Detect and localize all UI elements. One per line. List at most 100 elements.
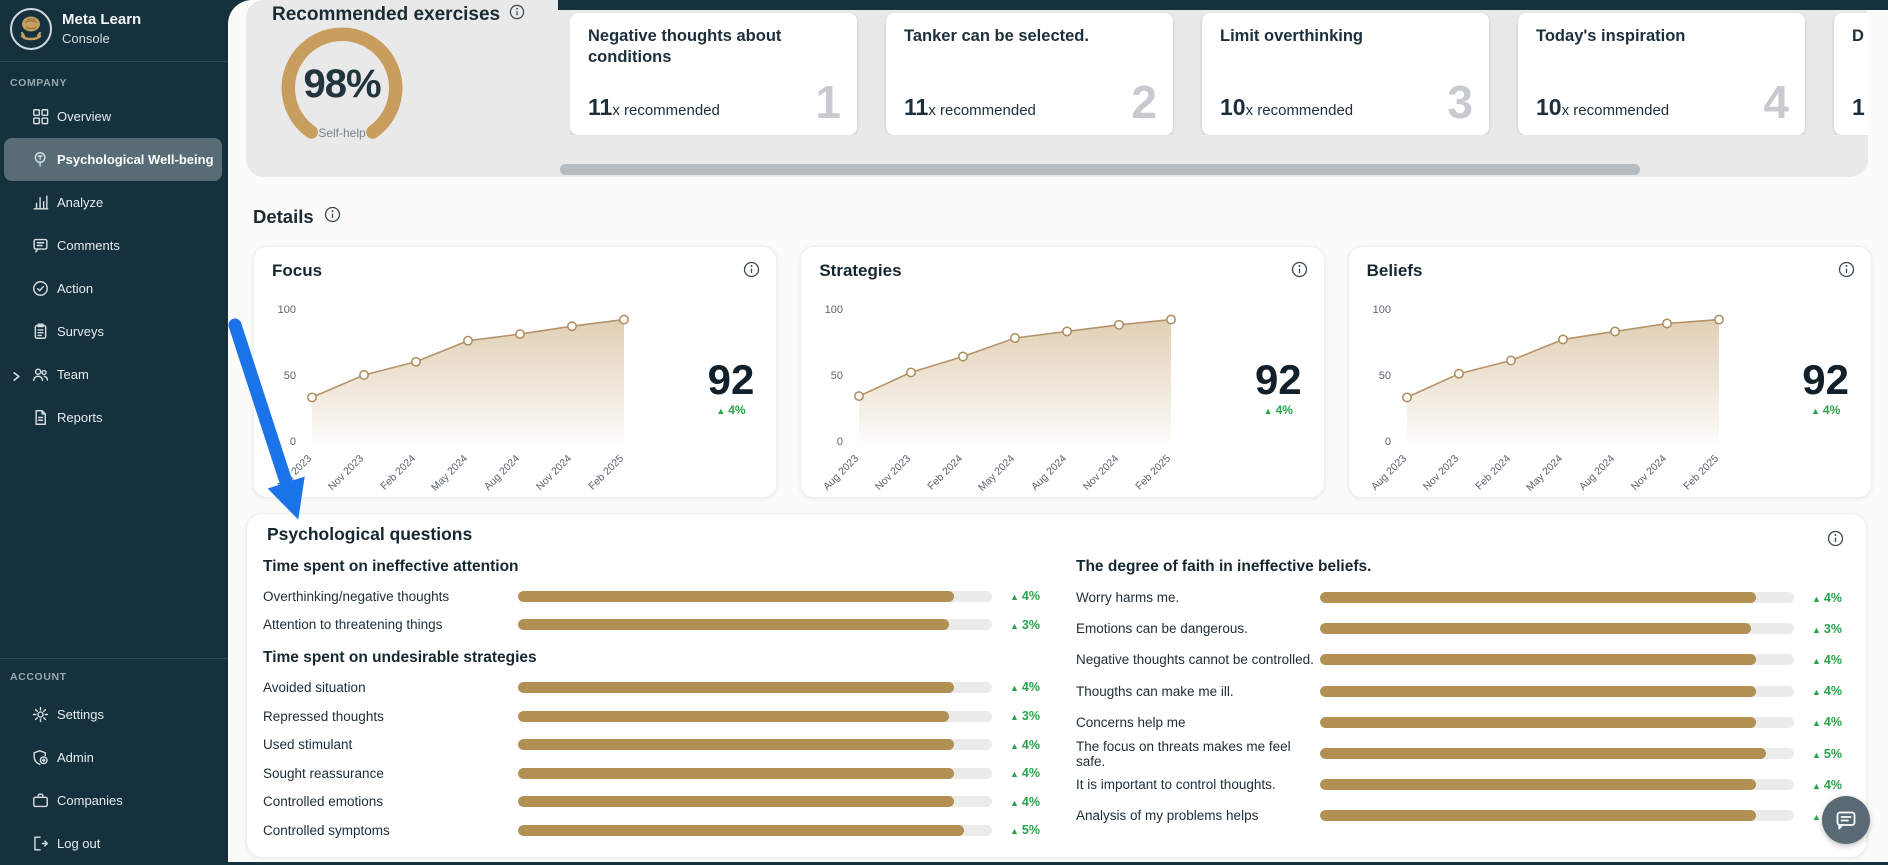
svg-text:0: 0 [290,436,296,448]
sidebar-item-team[interactable]: Team [0,353,228,396]
progress-fill [518,710,950,722]
progress-bar [518,767,992,779]
sidebar-item-label: Team [57,367,89,382]
up-triangle-icon: ▲ [1812,687,1821,698]
chart-title: Strategies [819,261,902,280]
sidebar-item-analyze[interactable]: Analyze [0,181,228,224]
chart-delta: ▲ 4% [708,403,755,417]
info-icon[interactable] [1838,261,1855,283]
chart-delta-value: 4% [728,403,746,418]
sidebar-item-companies[interactable]: Companies [0,779,228,822]
chart-card-strategies: Strategies 100 50 0 Aug 2023 Nov 2023 Feb 202… [800,246,1325,498]
progress-fill [518,767,955,779]
shield-person-icon [30,748,50,768]
recommended-card[interactable]: Negative thoughts about conditions 11x r… [570,13,857,135]
questions-right-column: The degree of faith in ineffective belie… [1076,558,1860,832]
horizontal-scrollbar-thumb[interactable] [560,164,1640,175]
sidebar-item-label: Settings [57,707,104,722]
question-label: Repressed thoughts [263,708,384,724]
question-label: Attention to threatening things [263,617,443,633]
svg-text:50: 50 [1378,370,1390,382]
svg-text:Nov 2024: Nov 2024 [1081,453,1121,493]
progress-fill [1320,654,1757,666]
question-label: Sought reassurance [263,765,384,781]
count-suffix: x recommended [1561,102,1670,119]
question-row: Repressed thoughts ▲ 3% [263,702,1078,731]
recommended-card[interactable]: Tanker can be selected. 11x recommended … [886,13,1173,135]
progress-bar [518,796,992,808]
chart-title: Beliefs [1366,261,1423,280]
sidebar-item-label: Overview [57,109,112,124]
chat-button[interactable] [1822,796,1870,844]
info-icon[interactable] [743,261,760,283]
question-row: Worry harms me. ▲ 4% [1076,582,1860,613]
clipboard-icon [30,322,50,342]
question-label: Thougths can make me ill. [1076,683,1234,699]
delta-badge: ▲4% [992,589,1072,603]
recommended-card[interactable]: Today's inspiration 10x recommended 4 [1518,13,1805,135]
progress-fill [518,619,950,631]
brand-logo-brain-hand-icon [10,8,52,50]
delta-value: 3% [1021,709,1040,724]
count-suffix: x recommended [1245,102,1354,119]
info-icon[interactable] [324,206,341,228]
sidebar-item-comments[interactable]: Comments [0,224,228,267]
sidebar-item-overview[interactable]: Overview [0,95,228,138]
app-subtitle: Console [62,31,110,46]
question-row: Controlled emotions ▲ 4% [263,788,1078,817]
sidebar-item-label: Companies [57,793,123,808]
svg-text:Feb 2025: Feb 2025 [1134,453,1174,493]
detail-charts: Focus 100 50 0 Aug 2023 Nov 2023 Feb 2024 May … [253,246,1872,498]
count-number: 11 [588,94,613,120]
sidebar-item-label: Analyze [57,195,104,210]
up-triangle-icon: ▲ [1010,712,1019,723]
sidebar-item-label: Comments [57,238,120,253]
chart-card-focus: Focus 100 50 0 Aug 2023 Nov 2023 Feb 2024 May … [253,246,778,498]
question-row: Emotions can be dangerous. ▲ 3% [1076,613,1860,644]
recommended-card-partial[interactable]: D 1 [1834,13,1868,135]
top-dark-strip [558,0,1888,10]
question-row: Negative thoughts cannot be controlled. … [1076,644,1860,675]
delta-badge: ▲ 3% [992,618,1072,632]
progress-bar [518,590,992,602]
info-icon[interactable] [1827,530,1844,552]
up-triangle-icon: ▲ [1812,749,1821,760]
recommended-cards-scroller[interactable]: Negative thoughts about conditions 11x r… [570,13,1868,135]
question-group-header: The degree of faith in ineffective belie… [1076,558,1372,575]
delta-badge: ▲4% [992,738,1072,752]
line-chart: 100 50 0 Aug 2023 Nov 2023 Feb 2024 May 2024 Au… [821,304,1177,493]
svg-text:May 2024: May 2024 [429,453,470,493]
sidebar-item-admin[interactable]: Admin [0,736,228,779]
sidebar-item-label: Psychological Well-being [57,152,214,167]
up-triangle-icon: ▲ [1010,740,1019,751]
info-icon[interactable] [1291,261,1308,283]
chevron-right-icon[interactable] [11,369,23,381]
question-group: Time spent on undesirable strategies Avo… [263,649,1078,845]
question-label: Overthinking/negative thoughts [263,588,450,604]
count-number: 10 [1220,94,1246,120]
recommended-card-count: 11x recommended [904,94,1036,121]
sidebar-item-settings[interactable]: Settings [0,693,228,736]
sidebar-item-reports[interactable]: Reports [0,396,228,439]
progress-fill [518,796,955,808]
question-label: Used stimulant [263,737,353,753]
recommended-card-title: Limit overthinking [1220,27,1364,45]
delta-value: 3% [1823,621,1842,636]
chart-delta-value: 4% [1822,403,1841,418]
delta-value: 4% [1823,715,1842,730]
svg-text:Feb 2024: Feb 2024 [1473,453,1513,493]
question-row: It is important to control thoughts. ▲ 4% [1076,769,1860,800]
sidebar-item-logout[interactable]: Log out [0,822,228,865]
delta-value: 4% [1021,737,1040,752]
recommended-card[interactable]: Limit overthinking 10x recommended 3 [1202,13,1489,135]
sidebar-item-action[interactable]: Action [0,267,228,310]
delta-badge: ▲ 3% [992,709,1072,723]
count-number: 10 [1536,94,1562,120]
sidebar-item-surveys[interactable]: Surveys [0,310,228,353]
team-icon [30,365,50,385]
question-row: The focus on threats makes me feel safe.… [1076,738,1860,769]
chart-delta-value: 4% [1275,403,1293,418]
info-icon[interactable] [509,4,525,26]
comment-icon [30,236,50,256]
sidebar-item-psychological-well-being[interactable]: Psychological Well-being [4,138,222,181]
